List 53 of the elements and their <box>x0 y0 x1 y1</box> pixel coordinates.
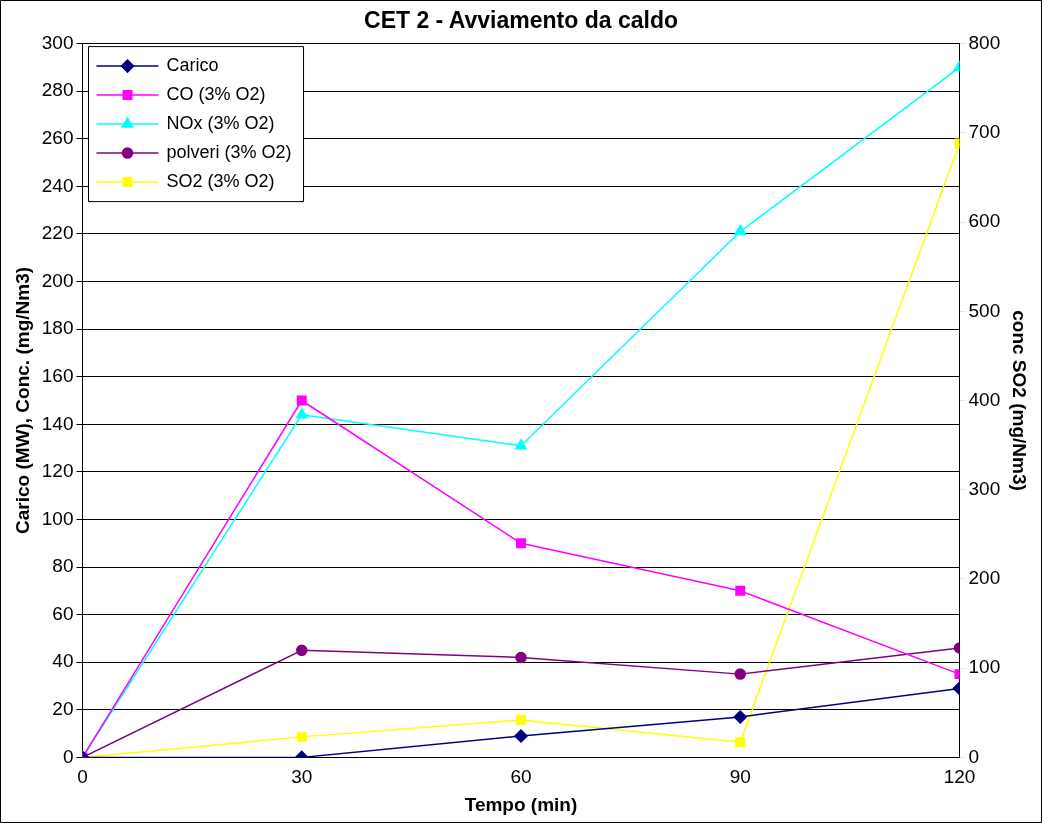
y-axis-title: Carico (MW), Conc. (mg/Nm3) <box>11 266 33 535</box>
y-tick-label: 240 <box>41 174 74 196</box>
point <box>515 438 527 450</box>
y-tick-label: 260 <box>41 127 74 149</box>
x-axis-title: Tempo (min) <box>464 793 578 815</box>
y-tick-label: 120 <box>41 460 74 482</box>
y2-tick-label: 500 <box>968 299 1001 321</box>
legend-label: NOx (3% O2) <box>166 113 275 134</box>
y2-tick-label: 800 <box>968 31 1001 53</box>
point <box>734 224 747 236</box>
point <box>515 651 527 664</box>
y2-tick-label: 700 <box>968 121 1001 143</box>
point <box>735 585 746 596</box>
y2-tick-label: 0 <box>968 745 980 767</box>
point <box>516 538 526 549</box>
point <box>514 729 528 743</box>
y2-axis-title: conc SO2 (mg/Nm3) <box>1009 310 1031 491</box>
point <box>296 731 307 742</box>
point <box>516 714 526 725</box>
point <box>735 737 746 748</box>
y2-tick-label: 300 <box>968 477 1001 499</box>
point <box>296 395 307 406</box>
y-tick-label: 0 <box>62 745 74 767</box>
y-tick-label: 40 <box>52 650 74 672</box>
y-tick-label: 160 <box>41 364 74 386</box>
x-tick-label: 0 <box>77 766 88 788</box>
point <box>295 408 308 419</box>
y2-tick-label: 600 <box>968 210 1001 232</box>
x-tick-label: 60 <box>510 766 532 788</box>
y-tick-label: 60 <box>52 602 74 624</box>
y2-tick-label: 200 <box>968 567 1001 589</box>
point <box>733 710 747 724</box>
legend-label: SO2 (3% O2) <box>166 171 275 192</box>
y-tick-label: 80 <box>52 555 74 577</box>
legend-label: Carico <box>166 55 219 76</box>
y-tick-label: 20 <box>52 698 74 720</box>
y-tick-label: 180 <box>41 317 74 339</box>
y2-tick-label: 400 <box>968 388 1001 410</box>
y-tick-label: 280 <box>41 79 74 101</box>
y-tick-label: 300 <box>41 31 74 53</box>
y2-tick-label: 100 <box>968 656 1001 678</box>
x-tick-label: 90 <box>729 766 751 788</box>
y-tick-label: 220 <box>41 222 74 244</box>
legend-label: polveri (3% O2) <box>166 142 292 163</box>
point <box>296 644 308 657</box>
point <box>734 668 746 680</box>
x-tick-label: 30 <box>291 766 313 788</box>
y-tick-label: 200 <box>41 269 74 291</box>
chart-title: CET 2 - Avviamento da caldo <box>364 7 678 34</box>
legend-label: CO (3% O2) <box>166 84 266 105</box>
y-tick-label: 140 <box>41 412 74 434</box>
y-tick-label: 100 <box>41 507 74 529</box>
x-tick-label: 120 <box>943 766 976 788</box>
